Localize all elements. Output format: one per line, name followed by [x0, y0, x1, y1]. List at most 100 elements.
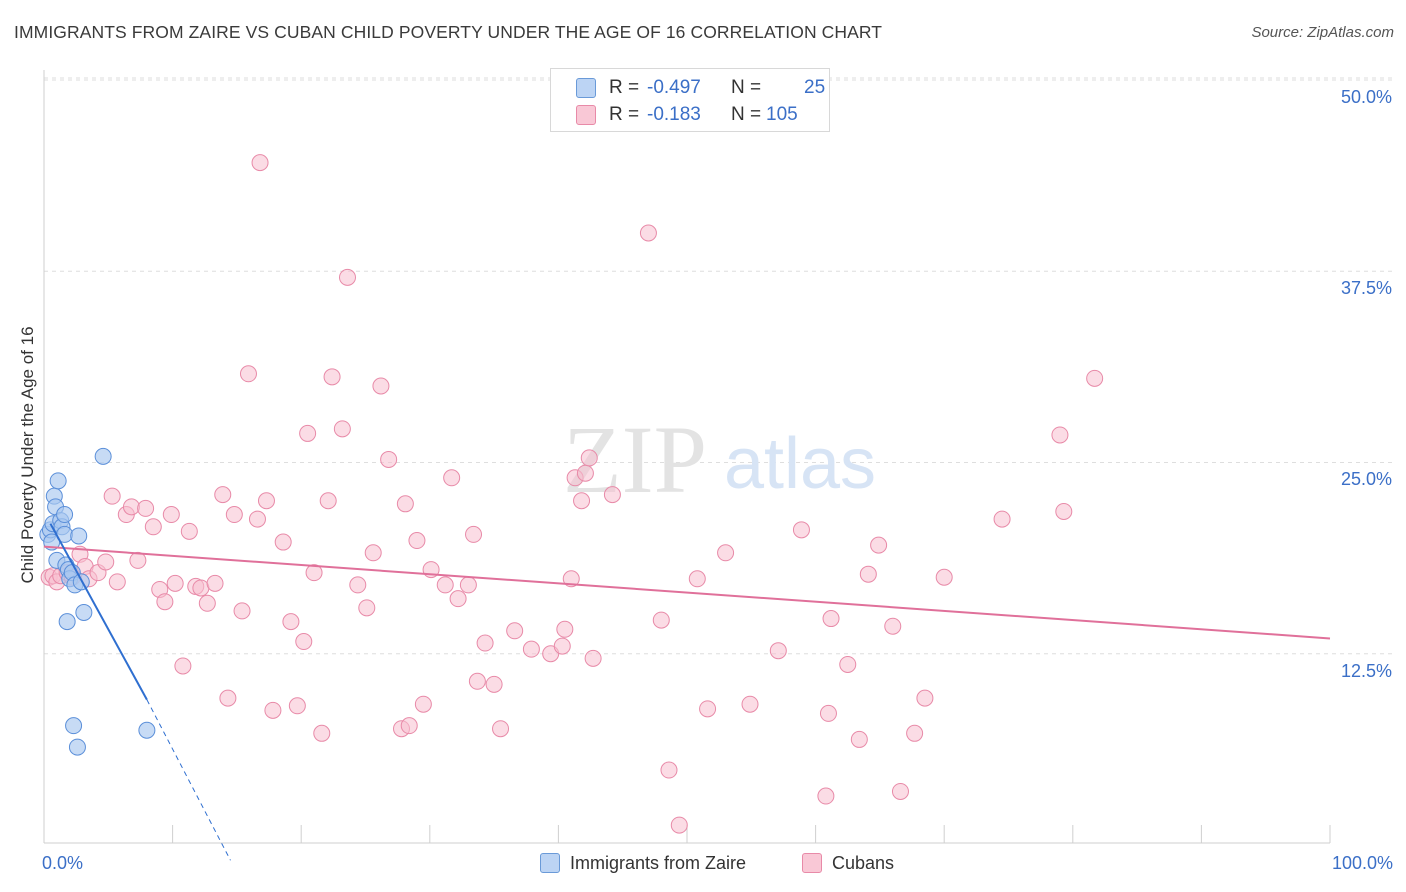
cubans-point: [819, 704, 837, 722]
correlation-legend: R = -0.497 N = 25 R = -0.183 N = 105: [550, 68, 830, 132]
chart-title: IMMIGRANTS FROM ZAIRE VS CUBAN CHILD POV…: [14, 22, 883, 42]
cubans-point: [839, 655, 857, 673]
cubans-point: [465, 525, 483, 543]
cubans-point: [257, 492, 275, 510]
r-label: R =: [609, 104, 640, 125]
cubans-point: [97, 553, 115, 571]
cubans-point: [122, 498, 140, 516]
cubans-point: [414, 695, 432, 713]
cubans-point: [436, 576, 454, 594]
cubans-point: [476, 634, 494, 652]
legend-row-cubans: R = -0.183 N = 105: [551, 101, 829, 127]
cubans-point: [180, 522, 198, 540]
zaire-trend-line: [49, 523, 148, 701]
cubans-point: [506, 622, 524, 640]
cubans-swatch: [802, 853, 822, 873]
cubans-point: [603, 486, 621, 504]
cubans-point: [1051, 426, 1069, 444]
cubans-point: [323, 368, 341, 386]
cubans-point: [884, 617, 902, 635]
zaire-point: [58, 613, 76, 631]
y-tick-label: 25.0%: [1340, 469, 1392, 489]
cubans-point: [485, 675, 503, 693]
zaire-point: [70, 527, 88, 545]
cubans-point: [1086, 369, 1104, 387]
cubans-point: [103, 487, 121, 505]
trend-lines: [43, 523, 1331, 861]
cubans-point: [166, 574, 184, 592]
legend-label: Immigrants from Zaire: [570, 853, 747, 873]
cubans-point: [769, 642, 787, 660]
cubans-point: [576, 464, 594, 482]
x-tick-label-min: 0.0%: [42, 853, 84, 873]
cubans-trend-line: [43, 545, 1331, 640]
cubans-swatch: [576, 105, 596, 125]
r-label: R =: [609, 77, 640, 98]
cubans-point: [144, 518, 162, 536]
n-label: N =: [731, 104, 762, 125]
cubans-point: [850, 730, 868, 748]
zaire-swatch: [540, 853, 560, 873]
cubans-point: [174, 657, 192, 675]
cubans-point: [906, 724, 924, 742]
chart-source: Source: ZipAtlas.com: [1251, 24, 1394, 41]
y-tick-label: 12.5%: [1340, 661, 1392, 681]
zaire-point: [138, 721, 156, 739]
y-tick-label: 50.0%: [1340, 87, 1392, 107]
cubans-point: [1055, 502, 1073, 520]
zaire-point: [65, 717, 83, 735]
cubans-point: [935, 568, 953, 586]
cubans-point: [137, 499, 155, 517]
cubans-point: [349, 576, 367, 594]
cubans-point: [660, 761, 678, 779]
r-value: -0.497: [647, 77, 701, 98]
cubans-point: [573, 492, 591, 510]
r-value: -0.183: [647, 104, 701, 125]
cubans-point: [468, 672, 486, 690]
legend-label: Cubans: [832, 853, 895, 873]
cubans-point: [817, 787, 835, 805]
cubans-point: [248, 510, 266, 528]
cubans-point: [313, 724, 331, 742]
cubans-point: [556, 620, 574, 638]
cubans-point: [562, 570, 580, 588]
cubans-point: [688, 570, 706, 588]
cubans-point: [553, 637, 571, 655]
cubans-point: [380, 450, 398, 468]
cubans-point: [870, 536, 888, 554]
zaire-point: [68, 738, 86, 756]
cubans-point: [891, 782, 909, 800]
cubans-point: [251, 154, 269, 172]
cubans-point: [295, 633, 313, 651]
cubans-point: [859, 565, 877, 583]
cubans-point: [192, 579, 210, 597]
cubans-points: [40, 154, 1104, 834]
cubans-point: [108, 573, 126, 591]
cubans-point: [492, 720, 510, 738]
cubans-point: [288, 697, 306, 715]
watermark-atlas: atlas: [724, 424, 876, 504]
cubans-point: [670, 816, 688, 834]
cubans-point: [156, 593, 174, 611]
cubans-point: [639, 224, 657, 242]
cubans-point: [225, 506, 243, 524]
zaire-point: [75, 603, 93, 621]
cubans-point: [129, 551, 147, 569]
cubans-point: [408, 532, 426, 550]
zaire-trend-extension: [146, 699, 231, 861]
cubans-point: [264, 701, 282, 719]
legend-row-zaire: R = -0.497 N = 25: [551, 74, 829, 100]
cubans-point: [206, 574, 224, 592]
cubans-point: [699, 700, 717, 718]
cubans-point: [333, 420, 351, 438]
cubans-point: [993, 510, 1011, 528]
cubans-point: [198, 594, 216, 612]
zaire-point: [56, 506, 74, 524]
x-tick-label-max: 100.0%: [1331, 853, 1393, 873]
cubans-point: [372, 377, 390, 395]
cubans-point: [580, 449, 598, 467]
zaire-point: [49, 472, 67, 490]
cubans-point: [239, 365, 257, 383]
cubans-point: [792, 521, 810, 539]
